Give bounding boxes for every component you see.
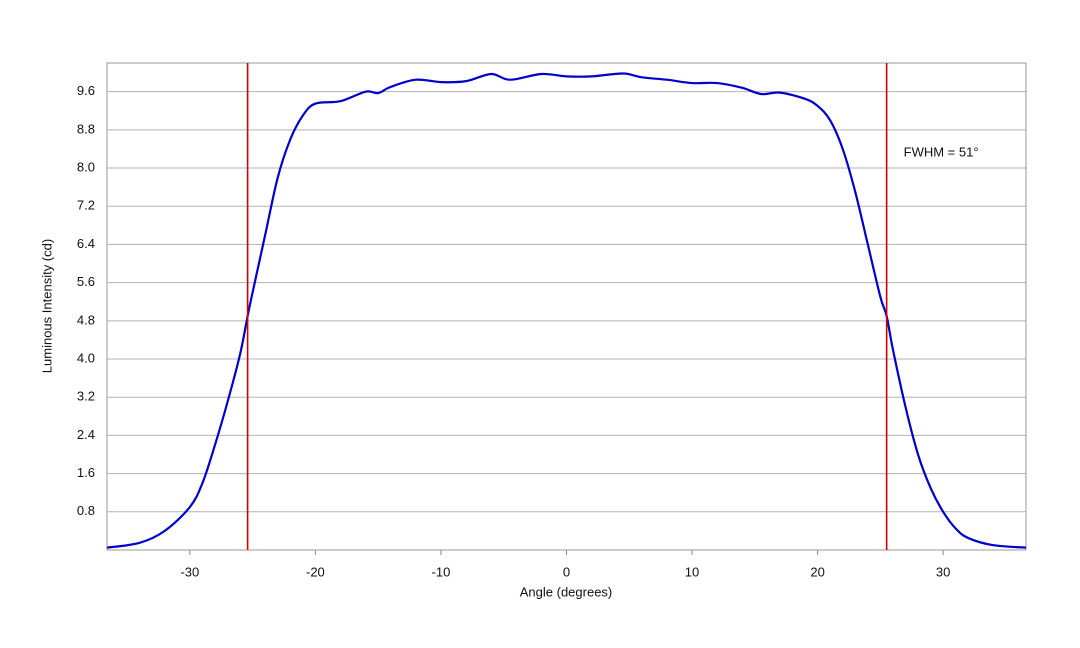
y-tick-label: 8.8: [77, 121, 95, 136]
x-tick-label: 20: [810, 564, 824, 579]
x-tick-label: 30: [936, 564, 950, 579]
y-tick-label: 5.6: [77, 274, 95, 289]
y-axis-label: Luminous Intensity (cd): [39, 239, 54, 373]
x-tick-label: 10: [685, 564, 699, 579]
y-tick-label: 8.0: [77, 159, 95, 174]
y-tick-label: 3.2: [77, 389, 95, 404]
y-tick-label: 2.4: [77, 427, 95, 442]
plot-frame: [106, 62, 1027, 551]
y-tick-label: 0.8: [77, 503, 95, 518]
x-tick-label: -30: [180, 564, 199, 579]
y-tick-label: 6.4: [77, 236, 95, 251]
annotation: FWHM = 51°: [904, 144, 979, 159]
y-tick-label: 1.6: [77, 465, 95, 480]
y-tick-label: 4.8: [77, 312, 95, 327]
x-tick-label: -20: [306, 564, 325, 579]
data-line: [106, 72, 1027, 549]
y-tick-label: 4.0: [77, 350, 95, 365]
y-tick-label: 9.6: [77, 83, 95, 98]
x-tick-label: -10: [432, 564, 451, 579]
y-tick-label: 7.2: [77, 198, 95, 213]
x-axis-label: Angle (degrees): [520, 584, 613, 599]
x-tick-label: 0: [563, 564, 570, 579]
